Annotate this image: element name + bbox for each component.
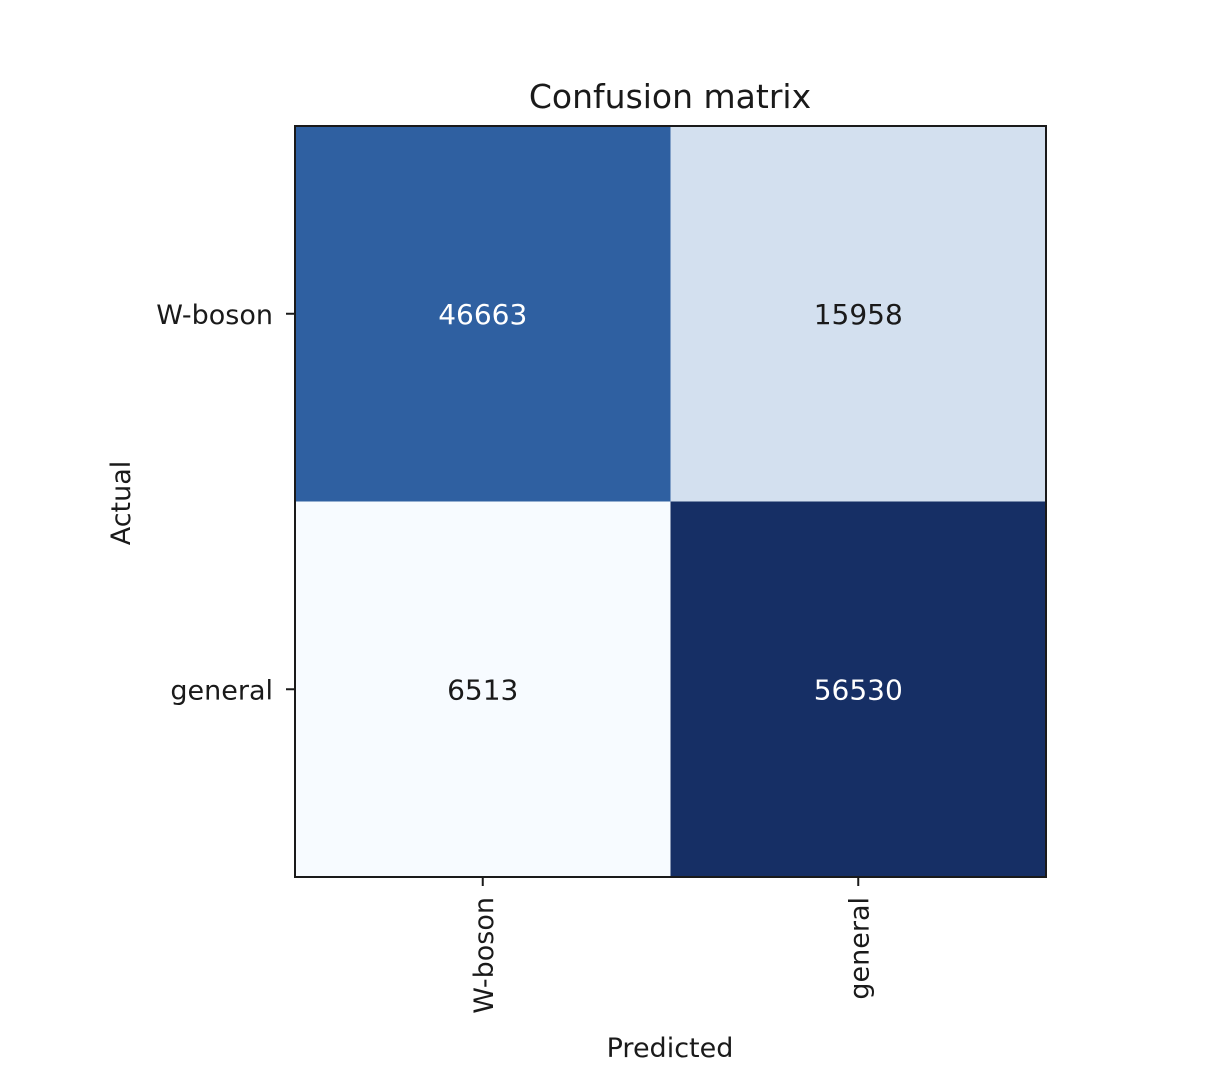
x-axis-label: Predicted [607, 1033, 734, 1064]
x-axis-ticks: W-boson general [469, 877, 875, 1014]
plot-frame [294, 125, 1047, 878]
y-axis-label: Actual [106, 461, 137, 546]
cell-value-r1-c1: 56530 [814, 673, 903, 706]
heatmap-cells [295, 126, 1046, 877]
heatmap-cell-r0-c1 [670, 126, 1046, 502]
x-tick-label-0: W-boson [469, 897, 500, 1014]
y-tick-label-0: W-boson [156, 300, 273, 331]
chart-title: Confusion matrix [529, 77, 811, 116]
x-tick-label-1: general [844, 897, 875, 1000]
cell-value-r1-c0: 6513 [447, 673, 518, 706]
heatmap-cell-labels: 46663 15958 6513 56530 [438, 298, 903, 707]
heatmap-cell-r1-c0 [295, 501, 671, 877]
heatmap-cell-r0-c0 [295, 126, 671, 502]
y-tick-label-1: general [170, 675, 273, 706]
cell-value-r0-c1: 15958 [814, 298, 903, 331]
heatmap-cell-r1-c1 [670, 501, 1046, 877]
cell-value-r0-c0: 46663 [438, 298, 527, 331]
y-axis-ticks: W-boson general [156, 300, 295, 706]
